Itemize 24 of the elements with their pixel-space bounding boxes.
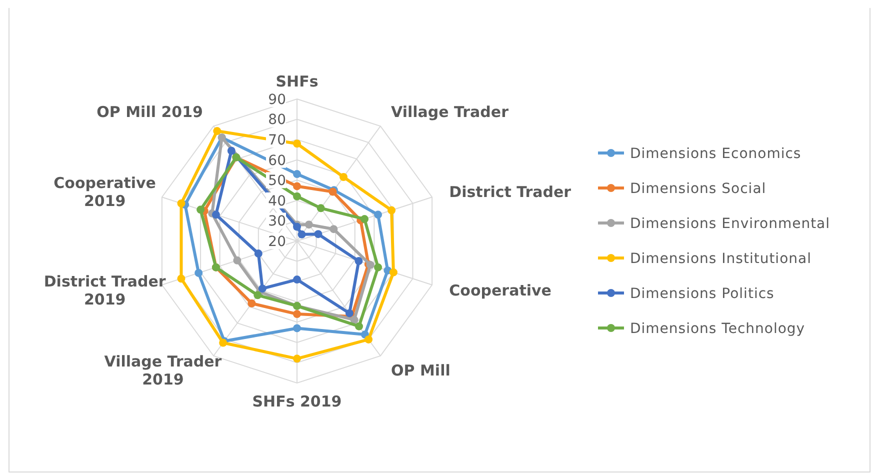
y-tick-label: 90 <box>268 92 286 108</box>
y-tick-label: 80 <box>268 112 286 128</box>
y-tick-label: 50 <box>268 173 286 190</box>
spoke-label: Cooperative 2019 <box>54 174 156 210</box>
legend-label: Dimensions Institutional <box>630 250 812 267</box>
y-tick-label: 30 <box>268 214 286 230</box>
legend-label: Dimensions Politics <box>630 286 774 302</box>
y-tick-label: 40 <box>268 193 286 210</box>
legend-label: Dimensions Technology <box>630 320 806 337</box>
spoke-label: OP Mill <box>391 362 450 380</box>
legend-label: Dimensions Social <box>630 180 766 197</box>
spoke-label: OP Mill 2019 <box>96 102 203 121</box>
spoke-label: SHFs <box>276 72 318 90</box>
spoke-label: Village Trader <box>391 102 510 121</box>
spoke-label: Cooperative <box>449 282 552 300</box>
spoke-label: District Trader 2019 <box>44 272 166 309</box>
spoke-label: SHFs 2019 <box>252 392 342 410</box>
legend-label: Dimensions Environmental <box>630 216 830 232</box>
y-tick-label: 20 <box>268 234 286 250</box>
spoke-label: District Trader <box>449 182 572 201</box>
spoke-label: Village Trader 2019 <box>104 352 222 389</box>
y-tick-label: 70 <box>268 132 286 148</box>
y-tick-label: 60 <box>268 152 286 169</box>
legend-label: Dimensions Economics <box>630 146 802 162</box>
